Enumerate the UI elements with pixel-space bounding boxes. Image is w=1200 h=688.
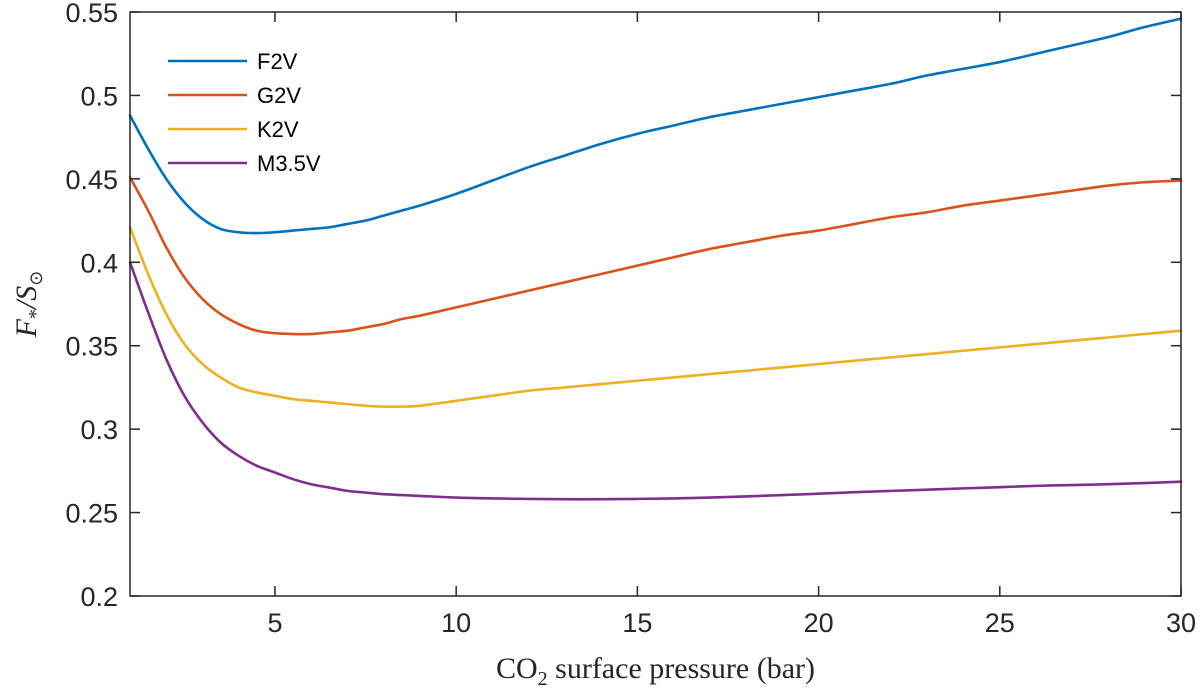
series-line-f2v [128,17,1183,235]
x-tick-label: 15 [622,608,652,638]
legend: F2V G2V K2V M3.5V [168,49,321,176]
y-tick-label: 0.35 [65,332,118,362]
series-line-m3-5v [128,260,1183,501]
plot-area-frame [129,11,1182,597]
x-tick-label: 20 [804,608,834,638]
y-tick-label: 0.55 [65,0,118,28]
legend-label-g2v: G2V [257,83,301,108]
y-tick-label: 0.3 [80,415,118,445]
series-line-k2v [128,225,1183,409]
y-tick-label: 0.4 [80,248,118,278]
y-tick-label: 0.45 [65,165,118,195]
x-tick-label: 25 [985,608,1015,638]
y-tick-label: 0.5 [80,81,118,111]
x-tick-label: 5 [267,608,282,638]
series-line-g2v [128,175,1183,336]
y-tick-label: 0.25 [65,499,118,529]
series-layer [128,17,1183,501]
x-tick-label: 30 [1166,608,1196,638]
legend-label-k2v: K2V [257,117,299,142]
y-axis-label: F*/S⊙ [10,271,47,339]
x-axis-label: CO2 surface pressure (bar) [496,652,815,688]
legend-label-m3-5v: M3.5V [257,151,321,176]
y-tick-label: 0.2 [80,582,118,612]
legend-label-f2v: F2V [257,49,298,74]
tick-layer: 5 10 15 20 25 30 0.2 0.25 0.3 0.35 0.4 0.45 0.5 0.55 [65,0,1196,638]
x-tick-label: 10 [441,608,471,638]
